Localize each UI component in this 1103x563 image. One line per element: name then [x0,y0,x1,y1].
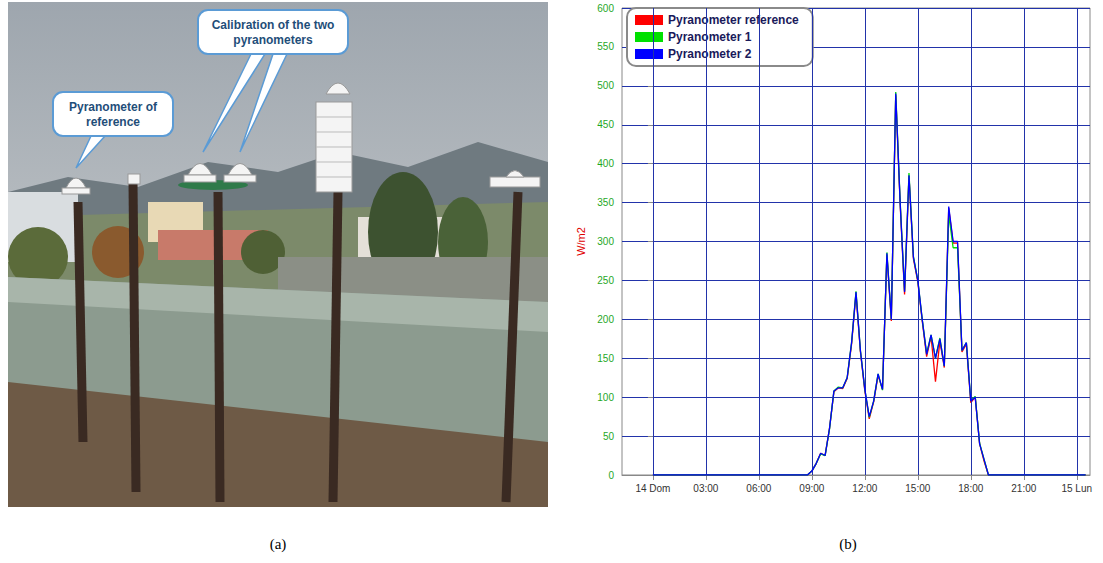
svg-text:12:00: 12:00 [852,483,877,494]
svg-text:15 Lun: 15 Lun [1061,483,1092,494]
html-text:(b): (b) [839,536,857,552]
svg-text:15:00: 15:00 [905,483,930,494]
svg-text:500: 500 [597,80,614,91]
svg-text:Pyranometer 1: Pyranometer 1 [668,30,752,44]
svg-text:pyranometers: pyranometers [233,33,313,47]
svg-text:03:00: 03:00 [693,483,718,494]
svg-text:W/m2: W/m2 [575,227,587,256]
svg-text:50: 50 [603,431,615,442]
svg-text:600: 600 [597,3,614,14]
svg-text:550: 550 [597,41,614,52]
svg-text:06:00: 06:00 [746,483,771,494]
svg-text:300: 300 [597,236,614,247]
svg-text:Pyranometer 2: Pyranometer 2 [668,47,752,61]
svg-text:18:00: 18:00 [958,483,983,494]
svg-text:450: 450 [597,119,614,130]
svg-text:100: 100 [597,392,614,403]
svg-text:reference: reference [86,115,140,129]
svg-text:0: 0 [608,470,614,481]
svg-text:400: 400 [597,158,614,169]
svg-text:250: 250 [597,275,614,286]
svg-text:Pyranometer of: Pyranometer of [69,100,158,114]
svg-text:350: 350 [597,197,614,208]
svg-text:Pyranometer reference: Pyranometer reference [668,13,799,27]
svg-text:200: 200 [597,314,614,325]
svg-text:150: 150 [597,353,614,364]
html-text:(a): (a) [269,536,287,552]
svg-text:21:00: 21:00 [1011,483,1036,494]
svg-text:Calibration of the two: Calibration of the two [212,18,335,32]
svg-text:14 Dom: 14 Dom [635,483,670,494]
svg-text:09:00: 09:00 [799,483,824,494]
